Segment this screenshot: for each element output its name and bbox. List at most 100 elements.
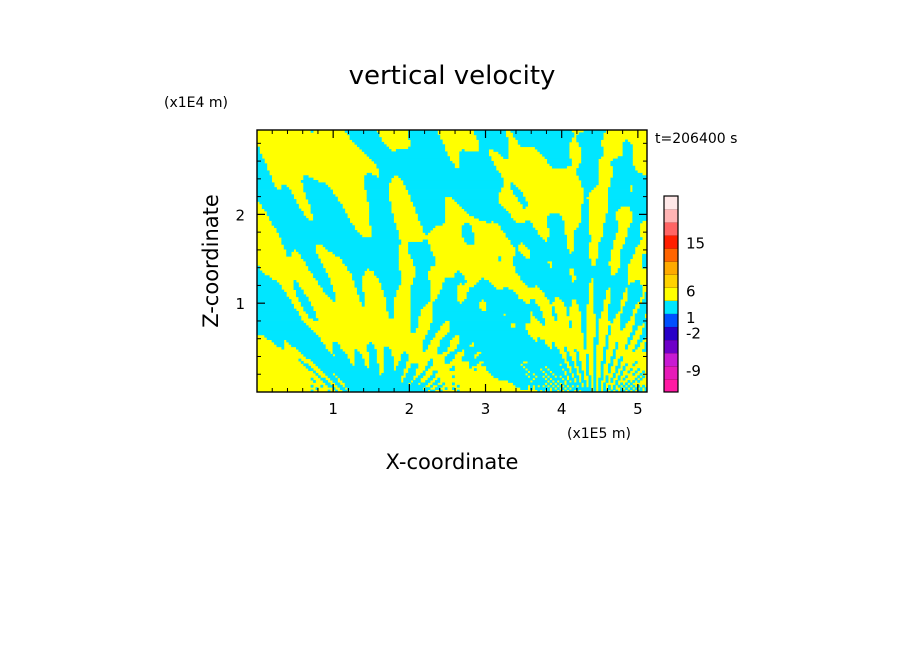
field-cell bbox=[610, 177, 647, 181]
field-cell bbox=[637, 389, 643, 392]
field-cell bbox=[549, 163, 572, 167]
colorbar-label: 15 bbox=[686, 235, 705, 253]
field-cell bbox=[332, 351, 346, 355]
field-cell bbox=[547, 215, 563, 219]
field-cell bbox=[642, 263, 647, 267]
field-cell bbox=[605, 339, 609, 343]
field-cell bbox=[610, 389, 614, 392]
field-cell bbox=[278, 234, 363, 238]
field-cell bbox=[383, 349, 392, 352]
field-cell bbox=[629, 332, 636, 336]
colorbar-segment bbox=[664, 365, 678, 380]
field-cell bbox=[515, 253, 524, 257]
field-cell bbox=[298, 299, 309, 302]
field-cell bbox=[410, 365, 419, 369]
field-cell bbox=[369, 365, 380, 369]
field-cell bbox=[422, 370, 426, 374]
field-cell bbox=[608, 318, 614, 321]
field-cell bbox=[366, 199, 390, 202]
field-cell bbox=[625, 363, 628, 367]
field-cell bbox=[600, 365, 604, 369]
field-cell bbox=[569, 363, 575, 367]
field-cell bbox=[408, 137, 441, 140]
field-cell bbox=[593, 303, 604, 307]
field-cell bbox=[642, 375, 645, 379]
field-cell bbox=[486, 301, 526, 305]
field-cell bbox=[632, 184, 647, 188]
field-cell bbox=[610, 291, 624, 295]
field-cell bbox=[500, 227, 536, 231]
field-cell bbox=[581, 184, 597, 188]
field-cell bbox=[498, 222, 533, 226]
colorbar-segment bbox=[664, 248, 678, 262]
field-cell bbox=[400, 177, 504, 181]
field-cell bbox=[354, 358, 365, 362]
field-cell bbox=[620, 261, 631, 264]
field-cell bbox=[610, 301, 621, 305]
field-cell bbox=[583, 384, 587, 388]
field-cell bbox=[625, 139, 628, 143]
field-cell bbox=[257, 308, 297, 312]
field-cell bbox=[410, 199, 446, 202]
field-cell bbox=[588, 382, 592, 386]
field-cell bbox=[486, 365, 524, 369]
field-cell bbox=[303, 189, 333, 193]
colorbar-segment bbox=[664, 235, 678, 249]
field-cell bbox=[439, 339, 450, 343]
field-cell bbox=[257, 320, 304, 324]
field-cell bbox=[530, 256, 589, 260]
field-cell bbox=[386, 301, 394, 305]
field-cell bbox=[537, 337, 541, 340]
field-cell bbox=[464, 353, 475, 357]
field-cell bbox=[354, 280, 363, 283]
field-cell bbox=[369, 222, 397, 226]
field-cell bbox=[605, 380, 609, 383]
field-cell bbox=[281, 184, 287, 188]
field-cell bbox=[561, 382, 565, 386]
field-cell bbox=[308, 368, 314, 371]
field-cell bbox=[422, 230, 431, 233]
field-cell bbox=[378, 277, 402, 281]
field-cell bbox=[554, 384, 558, 388]
field-cell bbox=[395, 365, 407, 369]
field-cell bbox=[349, 137, 382, 140]
field-cell bbox=[583, 191, 589, 195]
field-cell bbox=[566, 356, 572, 360]
field-cell bbox=[608, 306, 621, 310]
field-cell bbox=[464, 351, 477, 355]
field-cell bbox=[257, 149, 260, 152]
field-cell bbox=[308, 265, 324, 269]
field-cell bbox=[447, 332, 528, 336]
field-cell bbox=[376, 163, 455, 167]
field-cell bbox=[313, 215, 348, 219]
field-cell bbox=[366, 349, 377, 352]
field-cell bbox=[410, 325, 419, 329]
field-cell bbox=[576, 363, 582, 367]
field-cell bbox=[354, 351, 360, 355]
field-cell bbox=[600, 370, 604, 374]
field-cell bbox=[608, 365, 611, 369]
field-cell bbox=[327, 249, 399, 252]
field-cell bbox=[627, 380, 631, 383]
field-cell bbox=[642, 327, 647, 331]
field-cell bbox=[573, 349, 577, 352]
field-cell bbox=[605, 215, 616, 219]
field-cell bbox=[276, 230, 358, 233]
field-cell bbox=[452, 387, 455, 391]
field-cell bbox=[581, 160, 599, 164]
field-cell bbox=[432, 308, 482, 312]
field-cell bbox=[315, 277, 331, 281]
field-cell bbox=[349, 389, 429, 392]
field-cell bbox=[257, 189, 292, 193]
field-cell bbox=[313, 370, 316, 374]
field-cell bbox=[369, 220, 394, 224]
field-cell bbox=[571, 365, 575, 369]
field-cell bbox=[464, 349, 560, 352]
field-cell bbox=[257, 156, 263, 159]
field-cell bbox=[320, 384, 324, 388]
field-cell bbox=[615, 346, 619, 350]
field-cell bbox=[620, 325, 626, 329]
y-axis-unit: (x1E4 m) bbox=[164, 95, 228, 111]
field-cell bbox=[539, 320, 546, 324]
